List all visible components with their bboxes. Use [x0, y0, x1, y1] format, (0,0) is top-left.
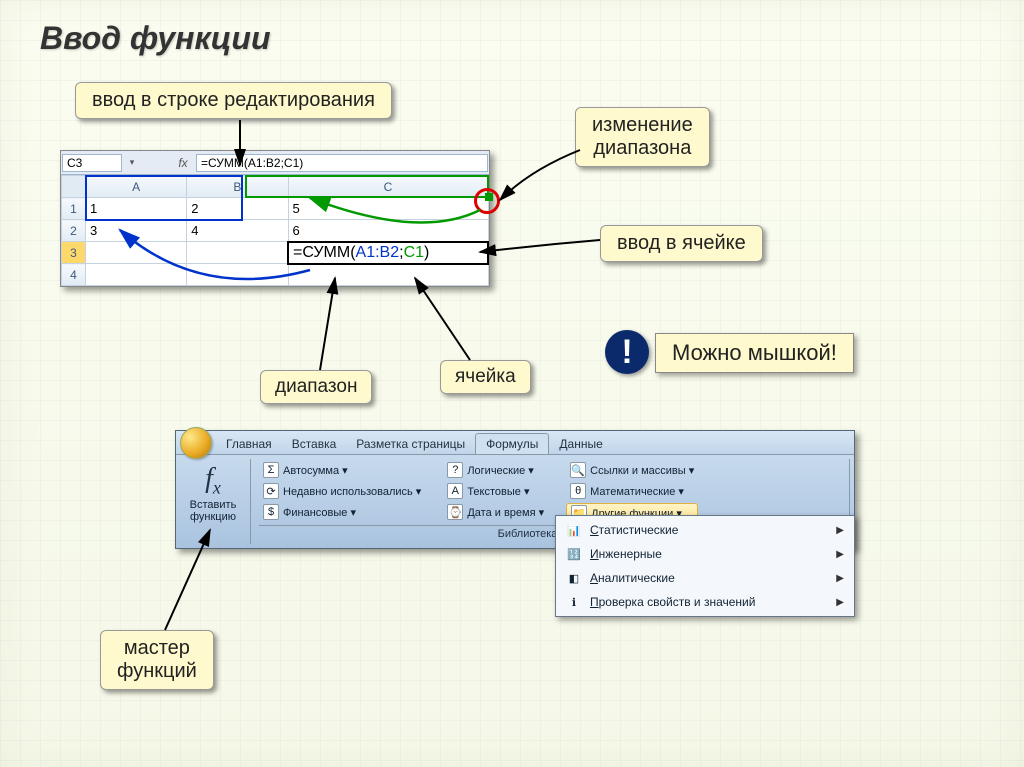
btn-math[interactable]: θМатематические ▾	[566, 482, 698, 500]
fx-button[interactable]: fx	[171, 156, 195, 170]
callout-edit-line: ввод в строке редактирования	[75, 82, 392, 119]
cell-c1-marker	[245, 175, 489, 198]
formula-input[interactable]: =СУММ(A1:B2;C1)	[196, 154, 488, 172]
red-circle-highlight	[474, 188, 500, 214]
row-header-1[interactable]: 1	[62, 198, 86, 220]
btn-text[interactable]: AТекстовые ▾	[443, 482, 548, 500]
tab-data[interactable]: Данные	[549, 434, 612, 454]
submenu-analytical[interactable]: ◧ Аналитические ▶	[558, 566, 852, 590]
cube-icon: ◧	[566, 570, 582, 586]
dropdown-icon[interactable]: ▾	[123, 157, 141, 168]
sigma-icon: Σ	[263, 462, 279, 478]
more-functions-submenu: 📊 Статистические ▶ 🔢 Инженерные ▶ ◧ Анал…	[555, 515, 855, 617]
insert-function-button[interactable]: fx Вставить функцию	[182, 461, 244, 525]
btn-financial[interactable]: $Финансовые ▾	[259, 503, 425, 521]
cell-a4[interactable]	[86, 264, 187, 286]
info-icon: ℹ	[566, 594, 582, 610]
text-icon: A	[447, 483, 463, 499]
row-header-4[interactable]: 4	[62, 264, 86, 286]
stat-icon: 📊	[566, 522, 582, 538]
range-a1b2-marker	[85, 175, 243, 221]
btn-datetime[interactable]: ⌚Дата и время ▾	[443, 503, 548, 521]
tab-insert[interactable]: Вставка	[282, 434, 347, 454]
cell-a3[interactable]	[86, 242, 187, 264]
chevron-right-icon: ▶	[836, 597, 844, 608]
callout-range: диапазон	[260, 370, 372, 404]
submenu-info[interactable]: ℹ Проверка свойств и значений ▶	[558, 590, 852, 614]
lookup-icon: 🔍	[570, 462, 586, 478]
chevron-right-icon: ▶	[836, 573, 844, 584]
cell-c4[interactable]	[288, 264, 488, 286]
math-icon: θ	[570, 483, 586, 499]
row-header-3[interactable]: 3	[62, 242, 86, 264]
submenu-engineering[interactable]: 🔢 Инженерные ▶	[558, 542, 852, 566]
group-insert-fn: fx Вставить функцию	[180, 459, 251, 544]
btn-logical[interactable]: ?Логические ▾	[443, 461, 548, 479]
callout-master: мастер функций	[100, 630, 214, 690]
ribbon-tabs: Главная Вставка Разметка страницы Формул…	[176, 431, 854, 455]
cell-b3[interactable]	[187, 242, 288, 264]
fx-icon: fx	[205, 463, 221, 499]
btn-recent[interactable]: ⟳Недавно использовались ▾	[259, 482, 425, 500]
cell-c3[interactable]: =СУММ(A1:B2;C1)	[288, 242, 488, 264]
mouse-note: Можно мышкой!	[655, 333, 854, 373]
exclaim-badge: !	[605, 330, 649, 374]
tab-home[interactable]: Главная	[216, 434, 282, 454]
datetime-icon: ⌚	[447, 504, 463, 520]
financial-icon: $	[263, 504, 279, 520]
select-all-corner[interactable]	[62, 176, 86, 198]
chevron-right-icon: ▶	[836, 549, 844, 560]
cell-c1[interactable]: 5	[288, 198, 488, 220]
submenu-statistical[interactable]: 📊 Статистические ▶	[558, 518, 852, 542]
office-button[interactable]	[180, 427, 212, 459]
cell-b2[interactable]: 4	[187, 220, 288, 242]
name-box[interactable]: C3	[62, 154, 122, 172]
cell-c2[interactable]: 6	[288, 220, 488, 242]
slide-title: Ввод функции	[40, 20, 270, 57]
excel-snippet: C3 ▾ fx =СУММ(A1:B2;C1) A B C 1 1 2 5 2 …	[60, 150, 490, 287]
cell-a2[interactable]: 3	[86, 220, 187, 242]
callout-cell: ячейка	[440, 360, 531, 394]
recent-icon: ⟳	[263, 483, 279, 499]
formula-bar: C3 ▾ fx =СУММ(A1:B2;C1)	[61, 151, 489, 175]
eng-icon: 🔢	[566, 546, 582, 562]
cell-b4[interactable]	[187, 264, 288, 286]
btn-autosum[interactable]: ΣАвтосумма ▾	[259, 461, 425, 479]
tab-layout[interactable]: Разметка страницы	[346, 434, 475, 454]
callout-range-change: изменение диапазона	[575, 107, 710, 167]
callout-cell-input: ввод в ячейке	[600, 225, 763, 262]
tab-formulas[interactable]: Формулы	[475, 433, 549, 454]
row-header-2[interactable]: 2	[62, 220, 86, 242]
logical-icon: ?	[447, 462, 463, 478]
chevron-right-icon: ▶	[836, 525, 844, 536]
btn-lookup[interactable]: 🔍Ссылки и массивы ▾	[566, 461, 698, 479]
